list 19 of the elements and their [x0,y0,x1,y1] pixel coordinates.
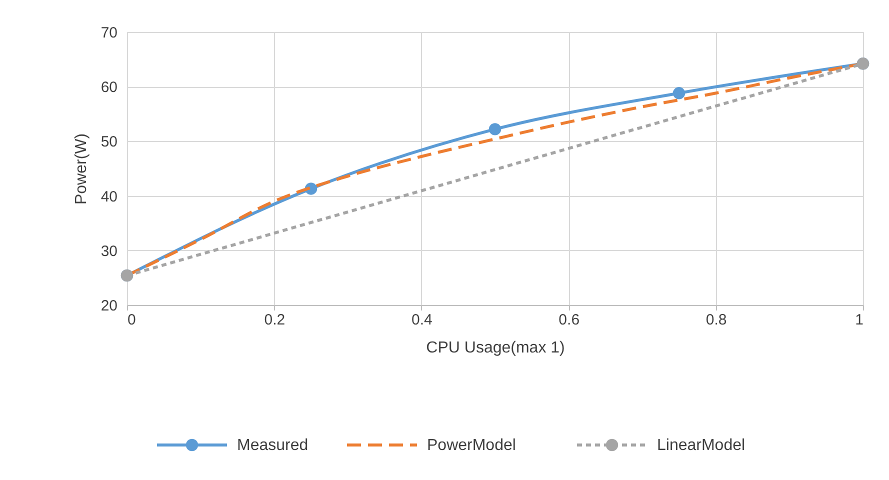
y-tick-label: 40 [100,188,118,206]
x-tick-label: 0.8 [706,312,727,328]
legend-label: PowerModel [427,437,516,454]
point [672,87,686,100]
y-tick-label: 60 [100,79,118,96]
x-tick-label: 0.4 [411,312,432,328]
x-tick-label: 0.2 [264,312,286,328]
point [488,123,502,136]
y-tick-label: 50 [100,134,118,151]
x-tick-label: 0.6 [558,312,580,328]
x-tick-label: 0 [128,312,136,328]
x-axis-title: CPU Usage(max 1) [426,340,565,356]
y-tick-label: 70 [100,24,118,42]
legend-label: LinearModel [657,437,746,454]
y-axis-title: Power(W) [72,133,90,205]
x-tick-label: 1 [855,312,864,328]
legend-label: Measured [237,437,308,454]
y-tick-label: 30 [100,242,118,260]
y-tick-label: 20 [100,298,118,314]
